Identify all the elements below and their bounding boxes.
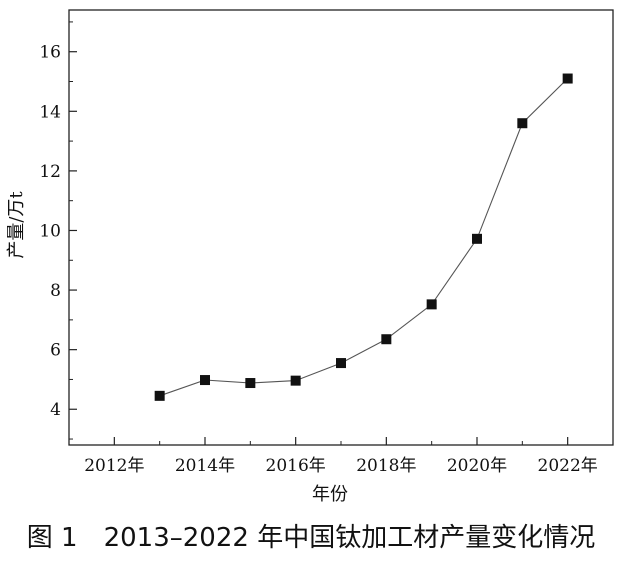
data-point-marker	[336, 358, 346, 369]
data-point-marker	[426, 299, 437, 310]
x-tick-label: 2018年	[356, 456, 416, 476]
y-tick-label: 16	[39, 43, 61, 63]
y-tick-label: 4	[50, 400, 61, 420]
series-layer	[154, 73, 573, 401]
x-axis-ticks: 2012年 2014年 2016年 2018年 2020年 2022年	[68, 437, 614, 476]
data-point-marker	[154, 390, 165, 401]
x-tick-label: 2020年	[447, 456, 507, 476]
data-point-marker	[245, 378, 256, 389]
figure-caption: 图 1 2013–2022 年中国钛加工材产量变化情况	[26, 523, 596, 553]
y-tick-label: 8	[50, 281, 61, 301]
y-tick-label: 6	[50, 341, 61, 361]
y-tick-label: 14	[39, 102, 61, 122]
data-point-marker	[517, 118, 528, 129]
y-axis-ticks: 4 6 8 10 12 14 16	[39, 21, 77, 440]
data-point-marker	[381, 334, 392, 345]
data-point-marker	[562, 73, 573, 84]
plot-frame	[68, 9, 614, 446]
series-line	[159, 78, 569, 397]
y-axis-title: 产量/万t	[6, 191, 27, 259]
x-tick-label: 2022年	[538, 456, 598, 476]
y-tick-label: 10	[39, 221, 61, 241]
x-tick-label: 2014年	[175, 456, 235, 476]
x-tick-label: 2016年	[266, 456, 326, 476]
x-axis-title: 年份	[312, 484, 348, 505]
data-point-marker	[290, 375, 301, 386]
y-tick-label: 12	[39, 162, 61, 182]
x-tick-label: 2012年	[84, 456, 144, 476]
data-point-marker	[200, 375, 210, 386]
data-point-marker	[472, 233, 482, 244]
line-chart: 2012年 2014年 2016年 2018年 2020年 2022年 4 6 8 10 12 14…	[6, 9, 614, 505]
